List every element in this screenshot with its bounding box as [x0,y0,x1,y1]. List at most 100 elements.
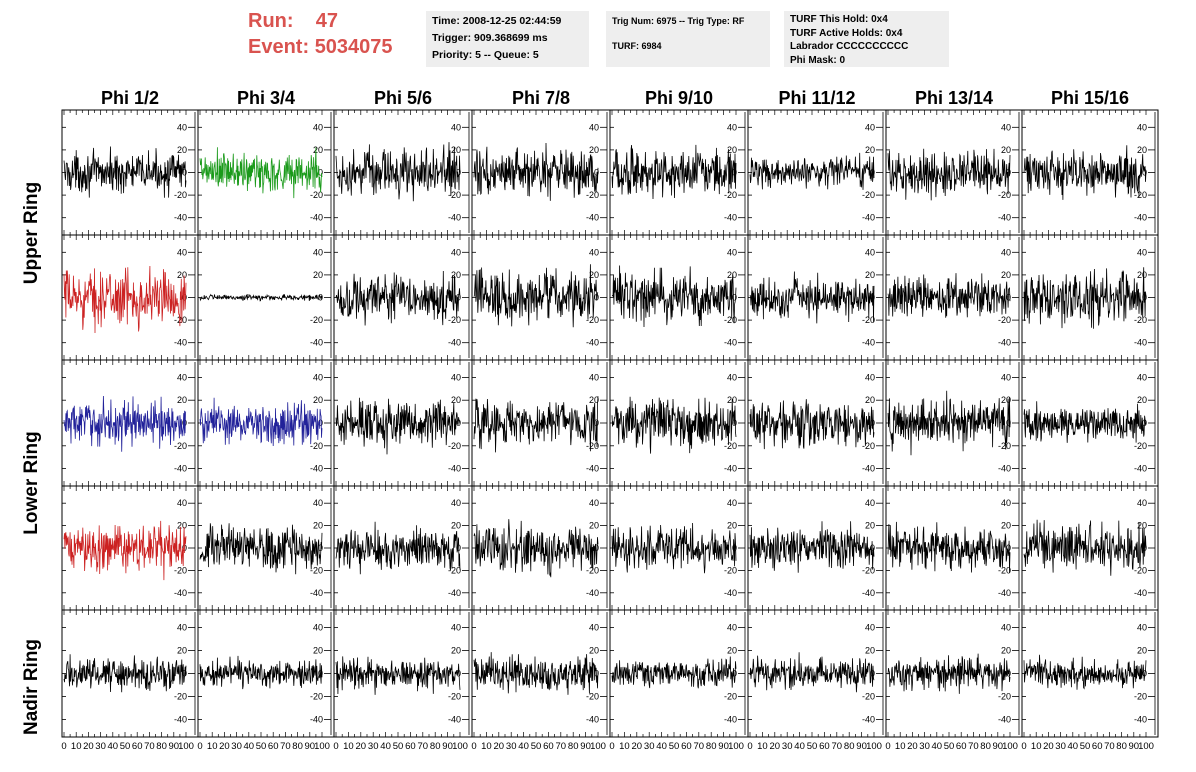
waveform-2-8 [1023,267,1147,329]
y-tick-label: -20 [862,565,875,575]
y-tick-label: -40 [998,464,1011,474]
y-tick-label: -40 [310,464,323,474]
waveform-5-2 [199,655,323,690]
y-tick-label: -40 [586,213,599,223]
y-tick-label: -40 [174,588,187,598]
x-tick-label: 90 [718,741,729,752]
y-tick-label: 20 [589,521,599,531]
y-tick-label: -20 [448,441,461,451]
y-tick-label: -40 [1134,464,1147,474]
y-tick-label: 20 [313,395,323,405]
phi-header-2: Phi 3/4 [236,88,296,108]
waveform-4-1 [63,520,187,581]
y-tick-label: 20 [589,145,599,155]
y-tick-label: -20 [1134,190,1147,200]
y-tick-label: 40 [727,498,737,508]
y-tick-label: -40 [310,338,323,348]
x-tick-label: 30 [506,741,517,752]
x-tick-label: 50 [120,741,131,752]
waveform-3-2 [199,397,323,447]
y-tick-label: -20 [448,565,461,575]
y-tick-label: -20 [310,692,323,702]
y-tick-label: 40 [1137,498,1147,508]
y-tick-label: -40 [862,338,875,348]
x-tick-label: 100 [1138,741,1154,752]
event-value: 5034075 [314,36,393,58]
y-tick-label: -40 [1134,338,1147,348]
x-tick-label: 10 [619,741,630,752]
y-tick-label: 40 [589,623,599,633]
y-tick-label: -20 [310,565,323,575]
y-tick-label: 0 [456,168,461,178]
y-tick-label: 20 [1001,145,1011,155]
y-tick-label: -20 [724,692,737,702]
waveform-4-8 [1023,519,1147,576]
waveform-1-3 [335,142,461,202]
y-tick-label: -40 [448,338,461,348]
waveform-1-4 [473,142,599,201]
y-tick-label: -20 [586,441,599,451]
y-tick-label: 40 [1001,623,1011,633]
x-tick-label: 50 [944,741,955,752]
y-tick-label: -20 [174,441,187,451]
y-tick-label: -20 [862,190,875,200]
waveform-2-6 [749,271,875,324]
y-tick-label: 40 [865,623,875,633]
x-tick-label: 10 [481,741,492,752]
waveform-3-4 [473,396,599,453]
y-tick-label: -40 [448,588,461,598]
x-tick-label: 80 [844,741,855,752]
y-tick-label: -20 [586,692,599,702]
y-tick-label: 0 [456,669,461,679]
waveform-2-4 [473,264,599,328]
y-tick-label: -40 [174,213,187,223]
y-tick-label: -40 [724,715,737,725]
x-tick-label: 100 [590,741,606,752]
x-tick-label: 100 [178,741,194,752]
x-tick-label: 50 [393,741,404,752]
y-tick-label: -20 [862,692,875,702]
x-tick-label: 0 [747,741,752,752]
y-tick-label: 20 [451,646,461,656]
y-tick-label: -20 [1134,315,1147,325]
phi-header-4: Phi 7/8 [511,88,571,108]
x-tick-label: 10 [71,741,82,752]
x-tick-label: 10 [207,741,218,752]
y-tick-label: -40 [862,588,875,598]
x-tick-label: 60 [405,741,416,752]
x-tick-label: 60 [268,741,279,752]
phi-header-6: Phi 11/12 [778,88,856,108]
run-value: 47 [315,10,339,32]
x-tick-label: 30 [231,741,242,752]
x-tick-label: 20 [632,741,643,752]
y-tick-label: 40 [313,122,323,132]
y-tick-label: 0 [318,418,323,428]
y-tick-label: -40 [862,464,875,474]
y-tick-label: 20 [1001,646,1011,656]
x-tick-label: 40 [794,741,805,752]
x-tick-label: 30 [1055,741,1066,752]
x-tick-label: 30 [644,741,655,752]
x-tick-label: 90 [1129,741,1140,752]
x-tick-label: 100 [314,741,330,752]
y-tick-label: 40 [865,122,875,132]
y-tick-label: 40 [1001,498,1011,508]
y-tick-label: -20 [1134,565,1147,575]
y-tick-label: -40 [586,338,599,348]
x-tick-label: 80 [292,741,303,752]
y-tick-label: 20 [313,145,323,155]
x-tick-label: 40 [518,741,529,752]
y-tick-label: -20 [174,190,187,200]
y-tick-label: 40 [1001,247,1011,257]
labrador-text: Labrador CCCCCCCCCC [790,41,909,52]
x-tick-label: 60 [681,741,692,752]
y-tick-label: 20 [451,521,461,531]
x-tick-label: 10 [895,741,906,752]
y-tick-label: 40 [589,122,599,132]
waveform-1-2 [199,147,323,199]
y-tick-label: -20 [586,565,599,575]
x-tick-label: 40 [108,741,119,752]
waveform-3-7 [887,390,1011,456]
turf-info-box: TURF This Hold: 0x4 TURF Active Holds: 0… [784,11,949,67]
